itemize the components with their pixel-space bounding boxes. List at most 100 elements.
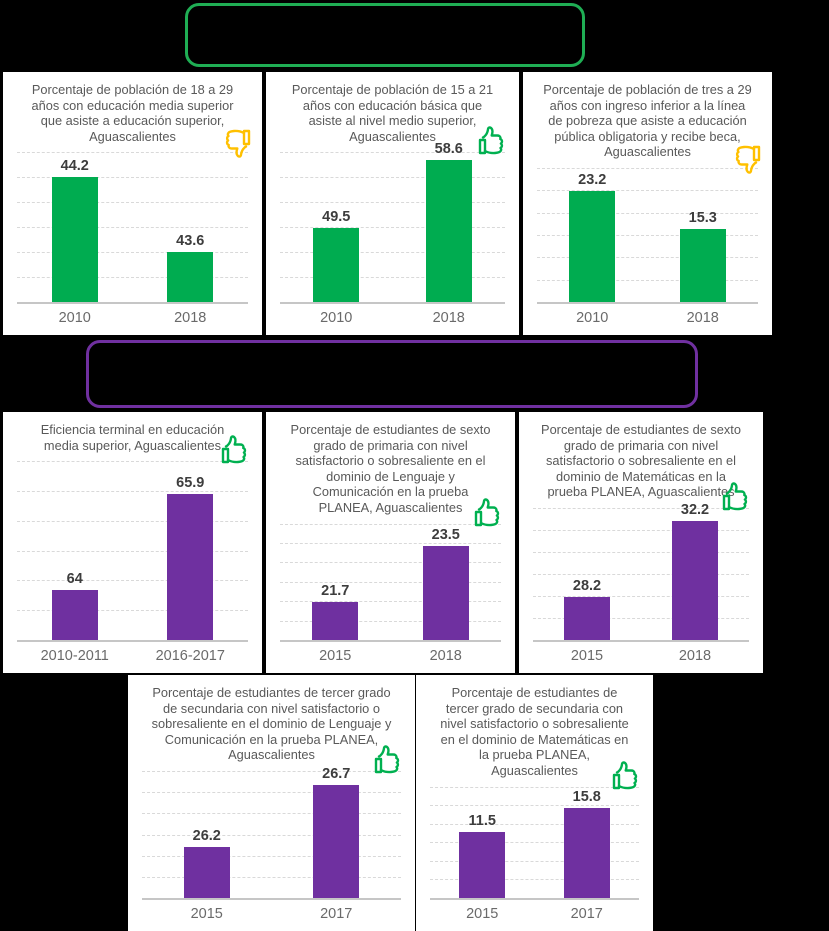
bar	[422, 545, 469, 640]
chart-plot: 44.2 43.6	[17, 152, 248, 304]
gridline	[280, 543, 501, 545]
x-tick-label: 2017	[320, 905, 353, 922]
bar	[51, 589, 98, 640]
bar-value-label: 43.6	[176, 233, 205, 250]
bar	[459, 832, 506, 898]
x-tick-label: 2010	[58, 309, 91, 326]
thumbs-up-icon	[371, 743, 407, 779]
gridline	[280, 601, 501, 603]
gridline	[142, 834, 401, 836]
x-tick-label: 2017	[570, 905, 603, 922]
x-tick-label: 2010-2011	[40, 647, 109, 664]
gridline	[537, 190, 758, 192]
x-axis-labels: 2015 2017	[142, 900, 401, 927]
x-tick-label: 2018	[432, 309, 465, 326]
bar-value-label: 26.7	[322, 765, 351, 782]
bar-group: 26.7	[272, 766, 402, 898]
bar	[167, 493, 214, 640]
gridline	[430, 860, 639, 862]
chart-title: Porcentaje de población de 15 a 21 años …	[291, 82, 494, 144]
chart-title: Eficiencia terminal en educación media s…	[40, 422, 225, 453]
gridline	[533, 618, 749, 619]
x-tick-label: 2018	[174, 309, 207, 326]
bar	[313, 227, 360, 302]
bar-group: 28.2	[533, 508, 641, 640]
bar-group: 26.2	[142, 771, 272, 898]
gridline	[280, 523, 501, 525]
gridline	[280, 202, 505, 204]
chart-plot: 49.5 58.6	[280, 141, 506, 304]
gridline	[537, 168, 758, 170]
gridline	[17, 520, 248, 522]
chart-plot: 26.2 26.7	[142, 766, 402, 900]
chart-title: Porcentaje de estudiantes de sexto grado…	[290, 422, 491, 516]
gridline	[17, 277, 248, 279]
chart-panel: Porcentaje de población de 18 a 29 años …	[3, 72, 262, 335]
x-tick-label: 2018	[686, 309, 719, 326]
chart-panel: Porcentaje de estudiantes de sexto grado…	[266, 412, 515, 673]
x-tick-label: 2016-2017	[155, 647, 225, 664]
middle-summary-box	[86, 340, 698, 408]
chart-title: Porcentaje de población de 18 a 29 años …	[31, 82, 234, 144]
gridline	[142, 876, 401, 878]
gridline	[142, 792, 401, 794]
bar	[425, 159, 472, 302]
x-tick-label: 2015	[466, 905, 499, 922]
bar-group: 64	[17, 461, 133, 640]
chart-plot: 28.2 32.2	[533, 502, 749, 642]
chart-title: Porcentaje de estudiantes de tercer grad…	[151, 685, 392, 763]
gridline	[430, 842, 639, 844]
x-axis-labels: 2010 2018	[280, 304, 505, 331]
chart-plot: 11.5 15.8	[430, 786, 639, 900]
gridline	[17, 610, 248, 612]
thumbs-up-icon	[719, 480, 755, 516]
bar-value-label: 21.7	[321, 583, 350, 600]
bar-value-label: 32.2	[680, 502, 710, 519]
thumbs-up-icon	[218, 433, 254, 469]
bar-value-label: 28.2	[572, 577, 602, 594]
bar-group: 65.9	[133, 461, 249, 640]
gridline	[17, 227, 248, 229]
gridline	[142, 771, 401, 773]
chart-plot: 21.7 23.5	[280, 523, 502, 642]
gridline	[430, 786, 639, 788]
bar-value-label: 23.5	[431, 526, 460, 543]
x-tick-label: 2018	[429, 647, 462, 664]
chart-title: Porcentaje de población de tres a 29 año…	[543, 82, 752, 160]
gridline	[17, 202, 248, 204]
bar	[672, 521, 718, 640]
gridline	[280, 177, 505, 179]
bar-group: 23.5	[391, 524, 502, 640]
chart-panel: Porcentaje de estudiantes de sexto grado…	[519, 412, 763, 673]
bar-value-label: 49.5	[322, 208, 351, 225]
x-axis-labels: 2010 2018	[537, 304, 758, 331]
bar	[679, 228, 726, 302]
x-axis-labels: 2015 2018	[280, 642, 501, 669]
gridline	[17, 580, 248, 582]
chart-plot: 64 65.9	[17, 461, 248, 642]
gridline	[17, 177, 248, 179]
x-axis-labels: 2010 2018	[17, 304, 248, 331]
chart-panel: Eficiencia terminal en educación media s…	[3, 412, 262, 673]
gridline	[537, 235, 758, 237]
chart-panel: Porcentaje de población de 15 a 21 años …	[266, 72, 519, 335]
bar	[563, 807, 610, 898]
bar	[183, 846, 230, 898]
gridline	[430, 879, 639, 881]
x-tick-label: 2018	[678, 647, 712, 664]
gridline	[430, 823, 639, 825]
bar	[167, 252, 214, 302]
bar-value-label: 15.8	[572, 788, 601, 805]
x-tick-label: 2015	[570, 647, 604, 664]
bar-group: 15.3	[648, 168, 759, 302]
thumbs-up-icon	[609, 759, 645, 795]
bar-group: 44.2	[17, 152, 133, 302]
bar-group: 58.6	[393, 141, 506, 302]
gridline	[533, 552, 749, 554]
gridline	[430, 805, 639, 807]
gridline	[142, 855, 401, 857]
bar-group: 43.6	[133, 152, 249, 302]
gridline	[17, 152, 248, 154]
bar-group: 32.2	[641, 502, 749, 640]
